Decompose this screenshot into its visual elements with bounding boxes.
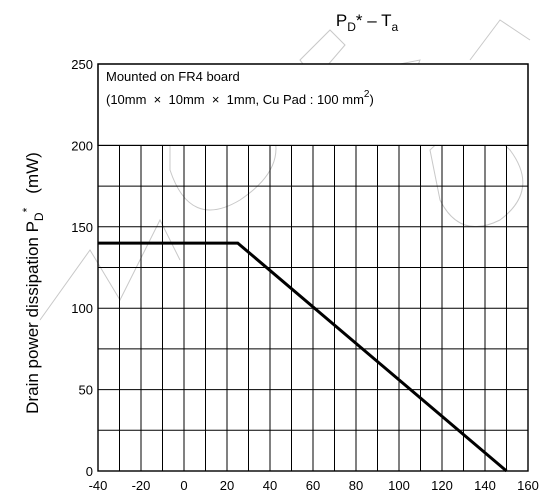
y-tick-labels: 0 50 100 150 200 250 (71, 57, 93, 479)
x-tick-labels: -40 -20 0 20 40 60 80 100 120 140 160 (89, 478, 539, 493)
plot-frame (97, 63, 529, 472)
title-star-dash: * – T (356, 11, 392, 30)
annotation-line2: (10mm × 10mm × 1mm, Cu Pad : 100 mm2) (106, 89, 374, 107)
y-axis-label: Drain power dissipation PD* (mW) (20, 152, 46, 414)
title-p: P (336, 11, 347, 30)
y-tick-label: 0 (86, 464, 93, 479)
x-tick-label: 140 (474, 478, 496, 493)
y-tick-label: 150 (71, 220, 93, 235)
x-tick-label: 100 (388, 478, 410, 493)
ylabel-sup: * (20, 207, 34, 212)
x-tick-label: 160 (517, 478, 539, 493)
y-tick-label: 50 (79, 383, 93, 398)
x-tick-label: 80 (349, 478, 363, 493)
annotation-line2-text: (10mm × 10mm × 1mm, Cu Pad : 100 mm (106, 92, 364, 107)
x-tick-label: 20 (220, 478, 234, 493)
y-tick-label: 200 (71, 138, 93, 153)
x-tick-label: 60 (306, 478, 320, 493)
ylabel-sub: D (32, 212, 46, 221)
annotation-line2-end: ) (369, 92, 373, 107)
series-layer (98, 241, 508, 473)
ylabel-unit: (mW) (23, 152, 42, 194)
x-tick-label: -40 (89, 478, 108, 493)
ylabel-main: Drain power dissipation P (23, 221, 42, 414)
series-line (98, 241, 508, 473)
x-tick-label: -20 (132, 478, 151, 493)
annotation-line1: Mounted on FR4 board (106, 69, 240, 84)
x-tick-label: 40 (263, 478, 277, 493)
x-tick-label: 0 (180, 478, 187, 493)
x-tick-label: 120 (431, 478, 453, 493)
title-sub-d: D (347, 20, 356, 34)
y-tick-label: 250 (71, 57, 93, 72)
title-sub-a: a (391, 20, 398, 34)
chart-title: PD* – Ta (336, 11, 399, 34)
annotation-line2-sup: 2 (364, 89, 370, 100)
y-tick-label: 100 (71, 301, 93, 316)
